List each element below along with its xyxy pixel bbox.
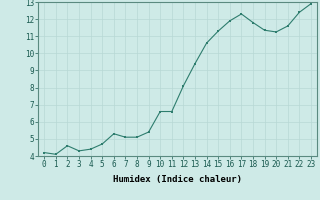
X-axis label: Humidex (Indice chaleur): Humidex (Indice chaleur) bbox=[113, 175, 242, 184]
